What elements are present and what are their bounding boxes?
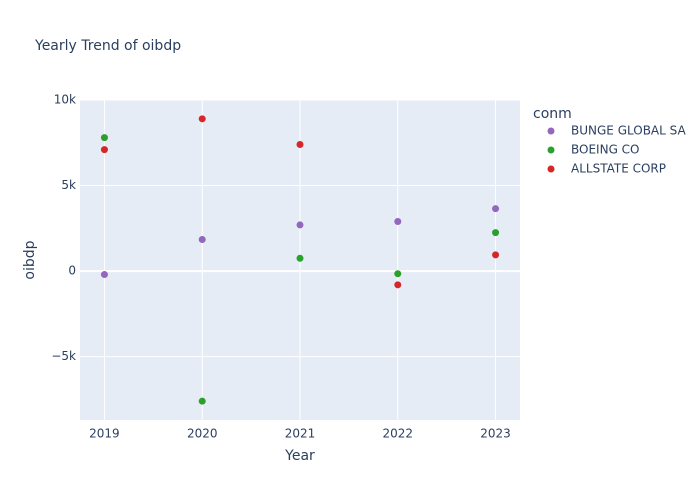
data-point — [492, 251, 500, 259]
x-tick-label: 2022 — [383, 427, 414, 441]
x-axis-title: Year — [284, 448, 315, 464]
y-tick-label: 5k — [61, 178, 76, 192]
data-point — [100, 134, 108, 142]
legend-items: BUNGE GLOBAL SA BOEING CO ALLSTATE CORP — [547, 124, 686, 176]
x-tick-label: 2021 — [285, 427, 316, 441]
data-point — [492, 229, 500, 237]
data-point — [198, 397, 206, 405]
legend-label: BUNGE GLOBAL SA — [571, 124, 686, 138]
y-tick-label: 0 — [68, 264, 76, 278]
legend-title: conm — [533, 106, 572, 122]
x-tick-label: 2020 — [187, 427, 218, 441]
chart-title: Yearly Trend of oibdp — [34, 38, 181, 54]
y-tick-label: −5k — [51, 349, 76, 363]
legend-label: ALLSTATE CORP — [571, 162, 666, 176]
legend-marker — [547, 146, 555, 154]
data-point — [394, 270, 402, 278]
legend-label: BOEING CO — [571, 143, 640, 157]
legend: conm BUNGE GLOBAL SA BOEING CO ALLSTATE CO… — [533, 106, 686, 176]
data-point — [296, 140, 304, 148]
data-point — [198, 115, 206, 123]
data-point — [394, 217, 402, 225]
y-axis-title: oibdp — [22, 240, 38, 279]
data-point — [394, 281, 402, 289]
legend-marker — [547, 127, 555, 135]
x-axis-ticks: 2019 2020 2021 2022 2023 — [89, 427, 511, 441]
data-point — [296, 221, 304, 229]
data-point — [492, 205, 500, 213]
data-point — [100, 146, 108, 154]
x-tick-label: 2019 — [89, 427, 120, 441]
data-point — [100, 271, 108, 279]
x-tick-label: 2023 — [480, 427, 511, 441]
data-point — [296, 254, 304, 262]
y-axis-ticks: −5k 0 5k 10k — [51, 93, 76, 364]
data-point — [198, 235, 206, 243]
y-tick-label: 10k — [54, 93, 76, 107]
data-points — [100, 115, 500, 405]
legend-marker — [547, 165, 555, 173]
